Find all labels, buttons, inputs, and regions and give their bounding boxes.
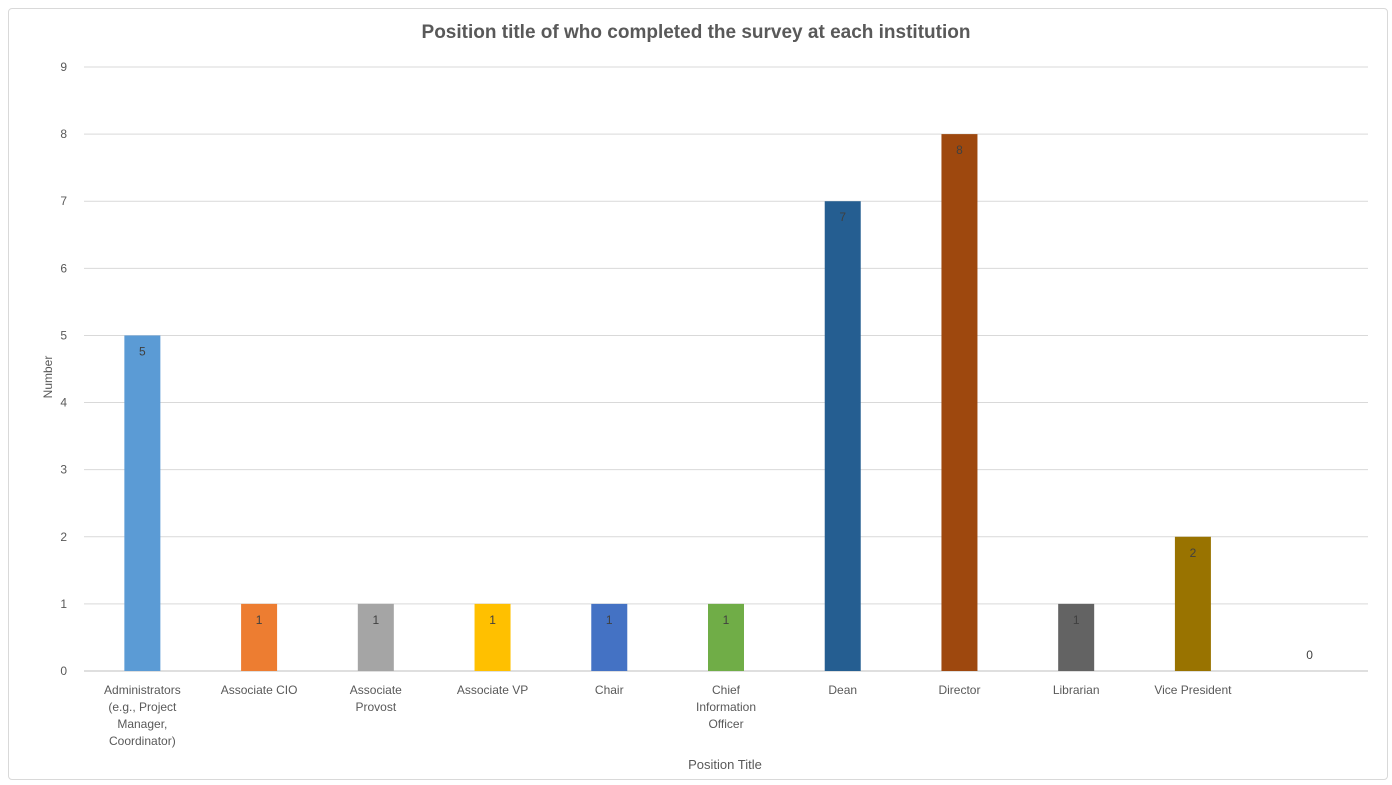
x-category-label: Dean bbox=[828, 683, 857, 697]
data-label: 1 bbox=[606, 613, 613, 627]
y-tick-label: 2 bbox=[60, 530, 67, 544]
chart-title: Position title of who completed the surv… bbox=[421, 22, 971, 43]
x-category-label: Vice President bbox=[1154, 683, 1232, 697]
y-tick-label: 7 bbox=[60, 194, 67, 208]
bar bbox=[708, 603, 744, 671]
data-label: 1 bbox=[489, 613, 496, 627]
data-label: 8 bbox=[956, 143, 963, 157]
x-axis-title: Position Title bbox=[688, 757, 762, 772]
y-tick-label: 8 bbox=[60, 127, 67, 141]
bar bbox=[591, 603, 628, 671]
y-tick-label: 4 bbox=[60, 396, 67, 410]
bar bbox=[124, 335, 161, 671]
data-label: 1 bbox=[256, 613, 263, 627]
y-tick-label: 5 bbox=[60, 328, 67, 342]
x-category-label: Associate Provost bbox=[350, 683, 402, 714]
gridlines bbox=[84, 66, 1368, 672]
data-label: 5 bbox=[139, 344, 146, 358]
y-tick-label: 1 bbox=[60, 597, 67, 611]
data-label: 2 bbox=[1190, 546, 1197, 560]
bar bbox=[474, 603, 511, 671]
y-tick-label: 0 bbox=[60, 664, 67, 678]
x-category-label: Chair bbox=[595, 683, 624, 697]
y-axis-ticks: 0 1 2 3 4 5 6 7 8 9 bbox=[60, 60, 67, 678]
bar bbox=[941, 134, 978, 672]
y-tick-label: 3 bbox=[60, 463, 67, 477]
x-category-label: Director bbox=[938, 683, 980, 697]
bar bbox=[357, 603, 394, 671]
bar bbox=[1058, 603, 1095, 671]
bar bbox=[1174, 536, 1211, 671]
data-label: 0 bbox=[1306, 648, 1313, 662]
x-category-label: Associate CIO bbox=[221, 683, 298, 697]
data-labels: 5 1 1 1 1 1 7 8 1 2 0 bbox=[139, 143, 1313, 662]
bar bbox=[824, 201, 861, 671]
x-category-label: Associate VP bbox=[457, 683, 528, 697]
data-label: 1 bbox=[372, 613, 379, 627]
data-label: 1 bbox=[723, 613, 730, 627]
x-category-label: Chief Information Officer bbox=[696, 683, 756, 731]
data-label: 7 bbox=[839, 210, 846, 224]
data-label: 1 bbox=[1073, 613, 1080, 627]
y-tick-label: 6 bbox=[60, 261, 67, 275]
x-category-label: Administrators (e.g., Project Manager, Coor… bbox=[104, 683, 181, 748]
y-tick-label: 9 bbox=[60, 60, 67, 74]
chart-frame bbox=[8, 8, 1388, 780]
x-category-label: Librarian bbox=[1053, 683, 1100, 697]
bars bbox=[124, 134, 1211, 672]
x-axis-categories: Administrators (e.g., Project Manager, Coor… bbox=[104, 683, 1232, 748]
bar bbox=[241, 603, 278, 671]
